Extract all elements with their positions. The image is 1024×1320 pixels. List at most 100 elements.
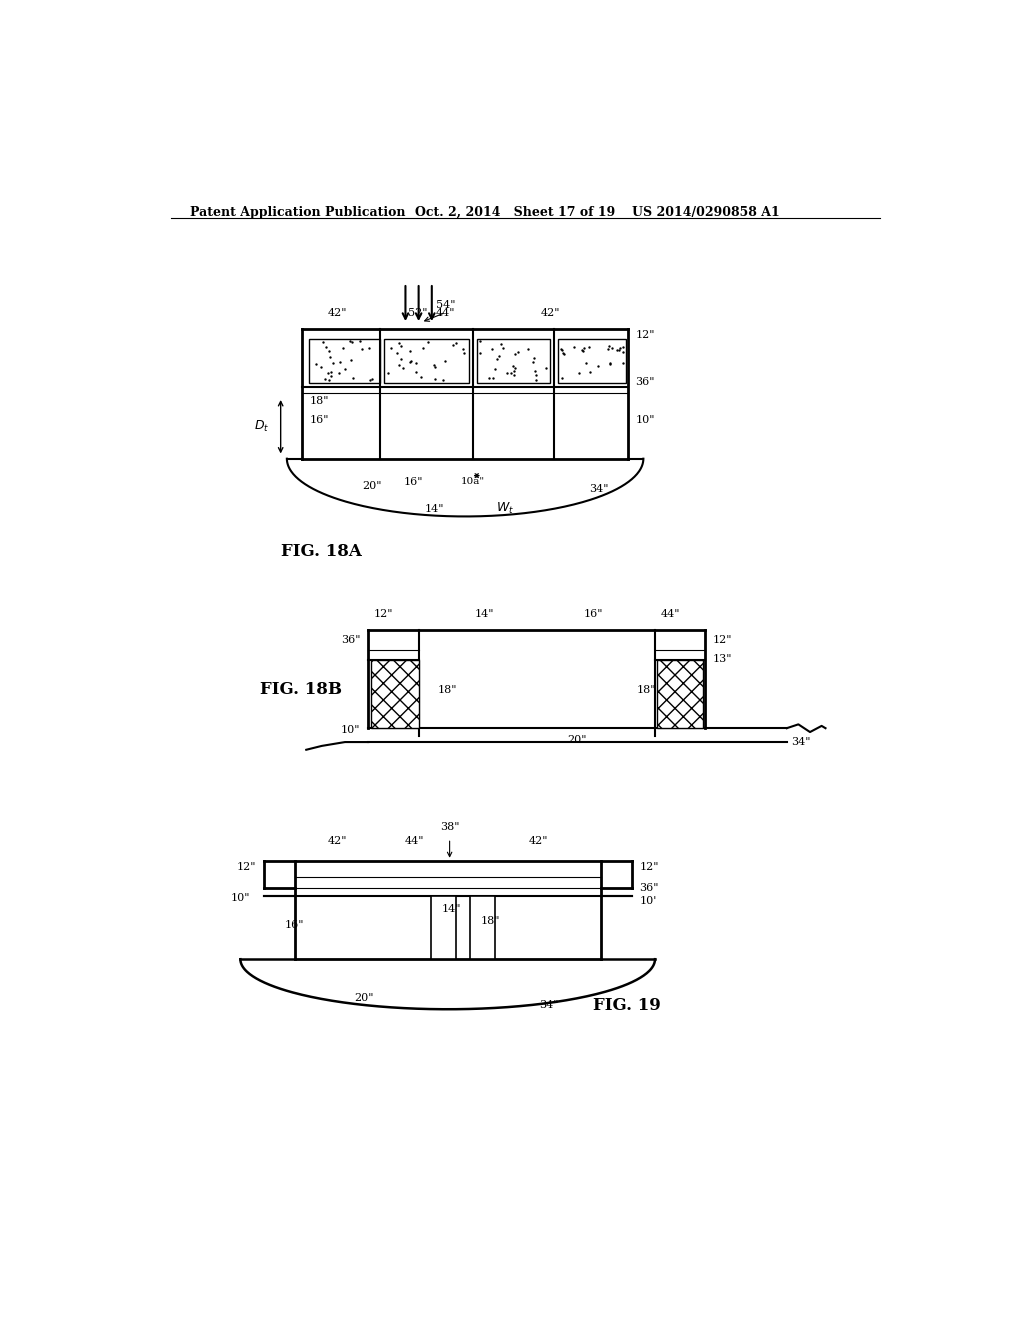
Text: 14": 14" — [441, 904, 462, 915]
Text: 42": 42" — [328, 836, 347, 846]
Point — [601, 352, 617, 374]
Point — [315, 331, 332, 352]
Text: 18": 18" — [310, 396, 330, 407]
Point — [313, 356, 330, 378]
Text: 34": 34" — [539, 1001, 558, 1010]
Point — [402, 350, 419, 371]
Bar — [477, 339, 550, 383]
Point — [392, 348, 409, 370]
Point — [527, 370, 544, 391]
Point — [571, 362, 588, 383]
Point — [481, 368, 498, 389]
Point — [390, 355, 407, 376]
Point — [524, 351, 541, 372]
Point — [601, 335, 617, 356]
Text: 44": 44" — [436, 308, 456, 318]
Point — [614, 341, 631, 362]
Point — [574, 341, 591, 362]
Point — [507, 343, 523, 364]
Point — [335, 338, 351, 359]
Point — [489, 348, 506, 370]
Point — [352, 330, 369, 351]
Text: 20": 20" — [567, 735, 587, 744]
Text: 18": 18" — [637, 685, 656, 694]
Point — [341, 330, 357, 351]
Point — [308, 354, 325, 375]
Point — [495, 337, 511, 358]
Text: 16": 16" — [403, 477, 423, 487]
Point — [337, 358, 353, 379]
Text: Patent Application Publication: Patent Application Publication — [190, 206, 406, 219]
Point — [455, 338, 471, 359]
Point — [600, 339, 616, 360]
Text: 38": 38" — [440, 822, 460, 832]
Bar — [558, 339, 626, 383]
Point — [413, 367, 429, 388]
Point — [395, 358, 412, 379]
Text: 36": 36" — [640, 883, 659, 894]
Point — [590, 355, 606, 376]
Point — [565, 337, 582, 358]
Text: 12": 12" — [237, 862, 256, 871]
Bar — [431, 896, 457, 960]
Text: 16": 16" — [584, 609, 603, 619]
Point — [493, 334, 509, 355]
Bar — [470, 896, 495, 960]
Point — [361, 370, 378, 391]
Text: 14": 14" — [475, 609, 495, 619]
Text: 16": 16" — [310, 416, 330, 425]
Point — [471, 330, 487, 351]
Point — [484, 339, 501, 360]
Point — [322, 346, 338, 367]
Point — [401, 341, 418, 362]
Point — [383, 337, 399, 358]
Point — [610, 339, 627, 360]
Point — [520, 338, 537, 359]
Point — [574, 339, 591, 360]
Point — [503, 362, 519, 383]
Text: 34": 34" — [589, 484, 608, 495]
Point — [507, 358, 523, 379]
Text: 12": 12" — [374, 609, 393, 619]
Point — [321, 370, 337, 391]
Text: 42": 42" — [529, 836, 549, 846]
Text: 18": 18" — [438, 685, 458, 694]
Point — [555, 342, 571, 363]
Text: 20": 20" — [354, 993, 374, 1003]
Point — [390, 333, 407, 354]
Point — [353, 338, 370, 359]
Text: 10": 10" — [636, 416, 655, 425]
Text: US 2014/0290858 A1: US 2014/0290858 A1 — [632, 206, 779, 219]
Text: FIG. 18B: FIG. 18B — [260, 681, 342, 698]
Point — [323, 366, 339, 387]
Point — [472, 343, 488, 364]
Point — [426, 354, 442, 375]
Point — [525, 348, 542, 370]
Text: 20": 20" — [362, 480, 382, 491]
Point — [408, 352, 424, 374]
Text: 44": 44" — [660, 609, 680, 619]
Point — [392, 335, 409, 356]
Bar — [384, 339, 469, 383]
Point — [614, 352, 631, 374]
Text: 34": 34" — [791, 737, 810, 747]
Text: 18": 18" — [480, 916, 500, 925]
Point — [609, 339, 626, 360]
Text: 14": 14" — [424, 504, 443, 513]
Point — [552, 338, 568, 359]
Point — [435, 370, 452, 391]
Point — [323, 362, 339, 383]
Point — [401, 351, 418, 372]
Point — [321, 341, 337, 362]
Point — [445, 334, 462, 355]
Text: 12": 12" — [640, 862, 659, 871]
Text: 54": 54" — [436, 300, 456, 310]
Point — [485, 367, 502, 388]
Point — [360, 337, 377, 358]
Point — [499, 362, 515, 383]
Point — [345, 367, 361, 388]
Text: $W_t$: $W_t$ — [496, 502, 514, 516]
Point — [409, 362, 425, 383]
Text: $D_t$: $D_t$ — [255, 418, 270, 433]
Point — [380, 363, 396, 384]
